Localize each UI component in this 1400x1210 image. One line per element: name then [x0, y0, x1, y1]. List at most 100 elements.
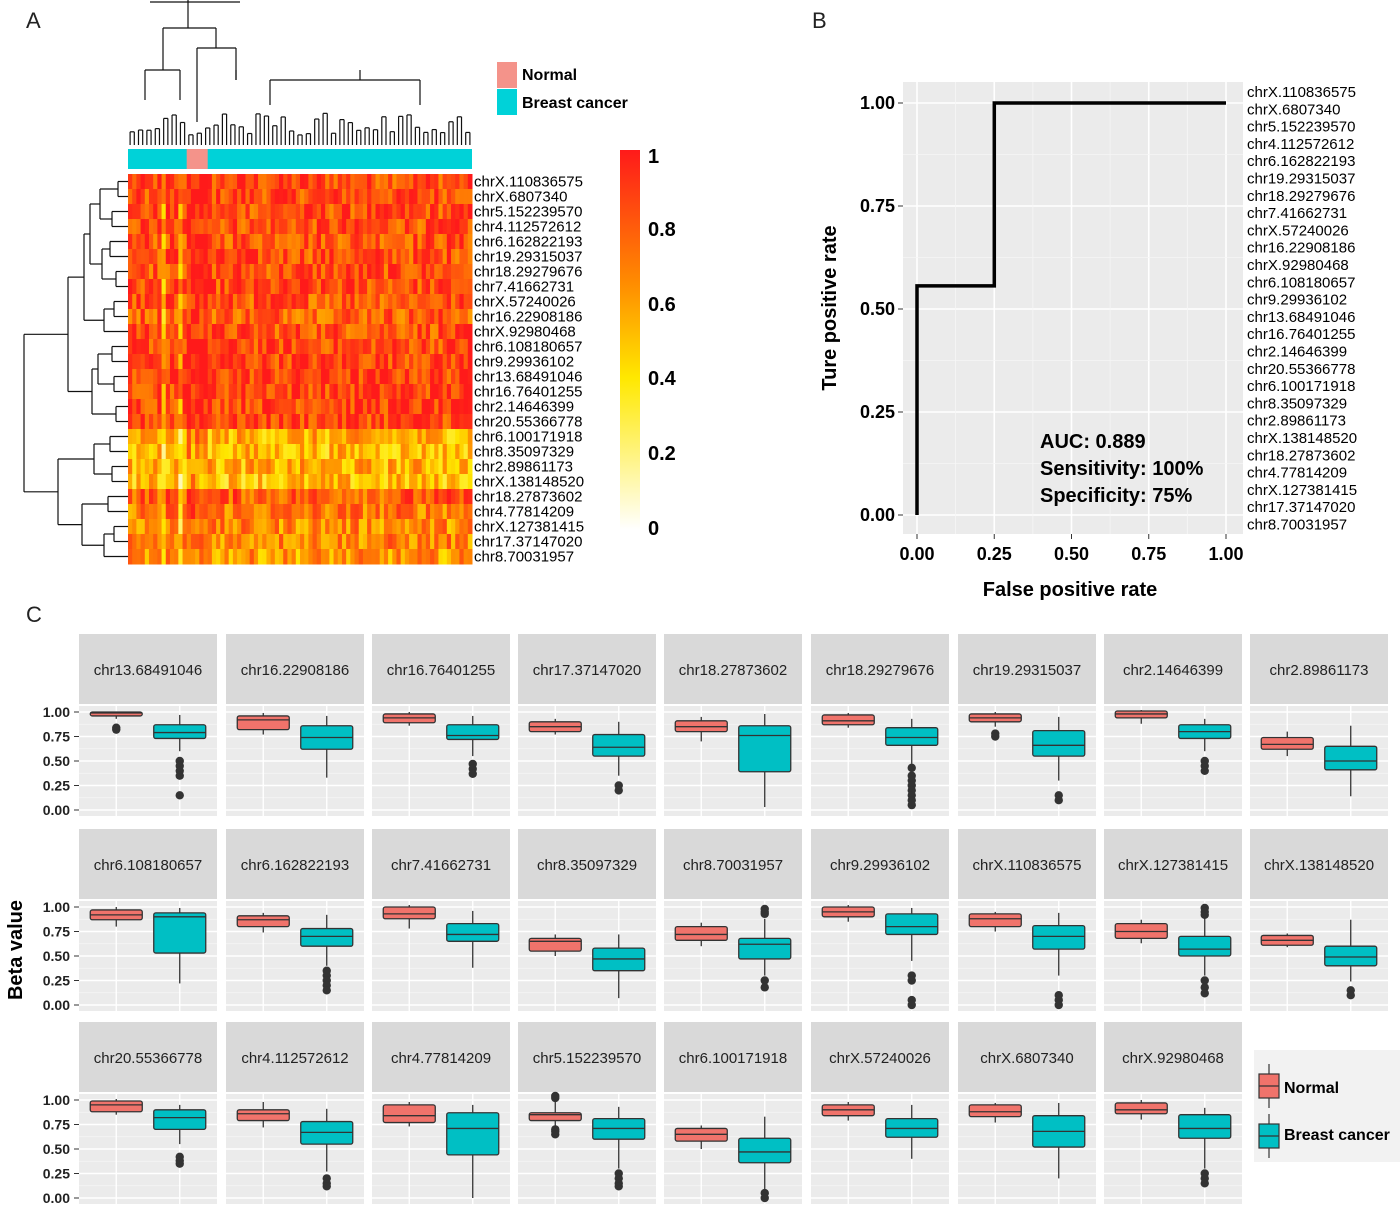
heatmap-cell — [383, 279, 389, 295]
heatmap-cell — [199, 354, 205, 370]
heatmap-cell — [430, 369, 435, 385]
heatmap-cell — [224, 294, 230, 310]
heatmap-cell — [195, 519, 200, 535]
heatmap-cell — [459, 234, 465, 250]
heatmap-cell — [283, 474, 288, 490]
heatmap-cell — [442, 504, 448, 520]
heatmap-cell — [463, 204, 469, 220]
heatmap-cell — [224, 264, 230, 280]
heatmap-cell — [316, 234, 322, 250]
heatmap-cell — [249, 534, 255, 550]
heatmap-cell — [388, 204, 393, 220]
heatmap-cell — [463, 339, 469, 355]
heatmap-cell — [451, 324, 456, 340]
cancer-box — [738, 937, 792, 960]
heatmap-cell — [463, 279, 469, 295]
heatmap-cell — [388, 339, 393, 355]
heatmap-cell — [132, 339, 137, 355]
heatmap-cell — [291, 174, 297, 190]
heatmap-cell — [371, 354, 377, 370]
heatmap-cell — [459, 429, 465, 445]
heatmap-cell — [258, 294, 263, 310]
heatmap-cell — [148, 549, 154, 565]
heatmap-cell — [144, 249, 150, 265]
heatmap-cell — [425, 459, 431, 475]
heatmap-cell — [312, 504, 318, 520]
heatmap-cell — [178, 399, 184, 415]
heatmap-cell — [463, 309, 469, 325]
heatmap-cell — [161, 384, 167, 400]
facet-panel: chr20.55366778 — [79, 1022, 217, 1204]
heatmap-cell — [421, 189, 427, 205]
heatmap-cell — [463, 234, 469, 250]
heatmap-cell — [169, 174, 175, 190]
heatmap-cell — [128, 444, 133, 460]
heatmap-cell — [186, 279, 192, 295]
heatmap-cell — [136, 174, 142, 190]
heatmap-cell — [467, 264, 473, 280]
heatmap-cell — [337, 189, 343, 205]
facet-strip — [664, 829, 802, 899]
heatmap-cell — [329, 309, 335, 325]
heatmap-cell — [413, 189, 418, 205]
heatmap-cell — [442, 189, 448, 205]
heatmap-cell — [442, 204, 448, 220]
heatmap-cell — [455, 489, 460, 505]
heatmap-cell — [228, 444, 234, 460]
heatmap-cell — [140, 354, 146, 370]
heatmap-cell — [186, 339, 192, 355]
heatmap-cell — [157, 429, 163, 445]
heatmap-cell — [165, 354, 171, 370]
cancer-box — [153, 1109, 207, 1131]
heatmap-cell — [379, 174, 385, 190]
heatmap-cell — [413, 264, 418, 280]
facet-panel: chr19.29315037 — [958, 634, 1096, 816]
heatmap-cell — [346, 189, 351, 205]
heatmap-cell — [325, 444, 330, 460]
row-dendrogram — [23, 180, 128, 558]
heatmap-cell — [358, 309, 364, 325]
heatmap-cell — [195, 219, 200, 235]
heatmap-cell — [216, 339, 221, 355]
heatmap-cell — [157, 534, 163, 550]
heatmap-cell — [421, 369, 427, 385]
heatmap-cell — [136, 294, 142, 310]
heatmap-cell — [421, 534, 427, 550]
heatmap-cell — [136, 489, 142, 505]
heatmap-cell — [266, 309, 272, 325]
heatmap-cell — [169, 534, 175, 550]
heatmap-cell — [165, 399, 171, 415]
heatmap-cell — [169, 369, 175, 385]
heatmap-cell — [211, 204, 217, 220]
heatmap-cell — [434, 519, 439, 535]
heatmap-cell — [249, 309, 255, 325]
heatmap-cell — [316, 174, 322, 190]
heatmap-cell — [224, 459, 230, 475]
heatmap-cell — [140, 459, 146, 475]
heatmap-cell — [228, 384, 234, 400]
roc-chart: 0.00 0.25 0.50 0.75 1.000.000.250.500.751.00… — [819, 82, 1244, 601]
heatmap-cell — [463, 174, 469, 190]
heatmap-cell — [354, 549, 360, 565]
heatmap-cell — [404, 279, 410, 295]
heatmap-cell — [140, 414, 146, 430]
heatmap-cell — [346, 429, 351, 445]
heatmap-cell — [304, 459, 309, 475]
heatmap-cell — [128, 234, 133, 250]
facet-strip — [372, 1022, 510, 1092]
heatmap-cell — [178, 249, 184, 265]
heatmap-cell — [178, 474, 184, 490]
heatmap-cell — [153, 429, 158, 445]
heatmap-cell — [283, 519, 288, 535]
heatmap-cell — [308, 504, 314, 520]
heatmap-cell — [245, 324, 251, 340]
heatmap-cell — [216, 204, 221, 220]
heatmap-cell — [350, 294, 356, 310]
heatmap-cell — [274, 399, 280, 415]
heatmap-cell — [396, 264, 402, 280]
heatmap-cell — [153, 474, 158, 490]
heatmap-cell — [404, 549, 410, 565]
heatmap-cell — [308, 354, 314, 370]
facet-strip-label: chr2.89861173 — [1270, 662, 1369, 679]
heatmap-cell — [312, 369, 318, 385]
